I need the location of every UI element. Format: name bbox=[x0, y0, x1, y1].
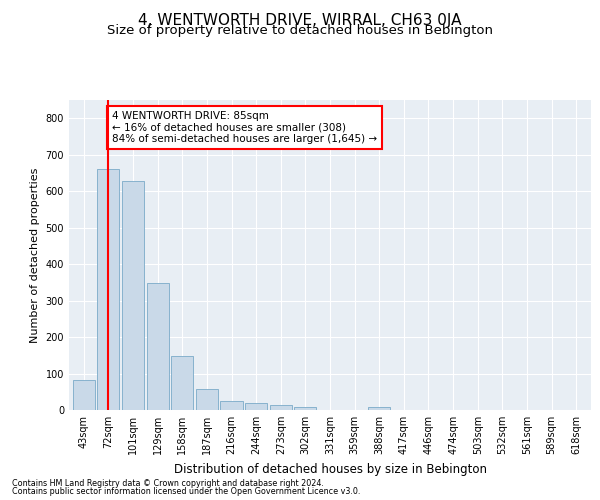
X-axis label: Distribution of detached houses by size in Bebington: Distribution of detached houses by size … bbox=[173, 462, 487, 475]
Text: Contains HM Land Registry data © Crown copyright and database right 2024.: Contains HM Land Registry data © Crown c… bbox=[12, 478, 324, 488]
Bar bbox=[245, 402, 267, 410]
Text: 4 WENTWORTH DRIVE: 85sqm
← 16% of detached houses are smaller (308)
84% of semi-: 4 WENTWORTH DRIVE: 85sqm ← 16% of detach… bbox=[112, 111, 377, 144]
Bar bbox=[122, 182, 144, 410]
Text: Contains public sector information licensed under the Open Government Licence v3: Contains public sector information licen… bbox=[12, 487, 361, 496]
Bar bbox=[146, 283, 169, 410]
Text: Size of property relative to detached houses in Bebington: Size of property relative to detached ho… bbox=[107, 24, 493, 37]
Bar bbox=[294, 406, 316, 410]
Bar bbox=[73, 380, 95, 410]
Bar bbox=[269, 406, 292, 410]
Text: 4, WENTWORTH DRIVE, WIRRAL, CH63 0JA: 4, WENTWORTH DRIVE, WIRRAL, CH63 0JA bbox=[138, 12, 462, 28]
Bar bbox=[368, 407, 391, 410]
Bar bbox=[196, 389, 218, 410]
Bar bbox=[97, 170, 119, 410]
Y-axis label: Number of detached properties: Number of detached properties bbox=[30, 168, 40, 342]
Bar bbox=[171, 356, 193, 410]
Bar bbox=[220, 401, 242, 410]
